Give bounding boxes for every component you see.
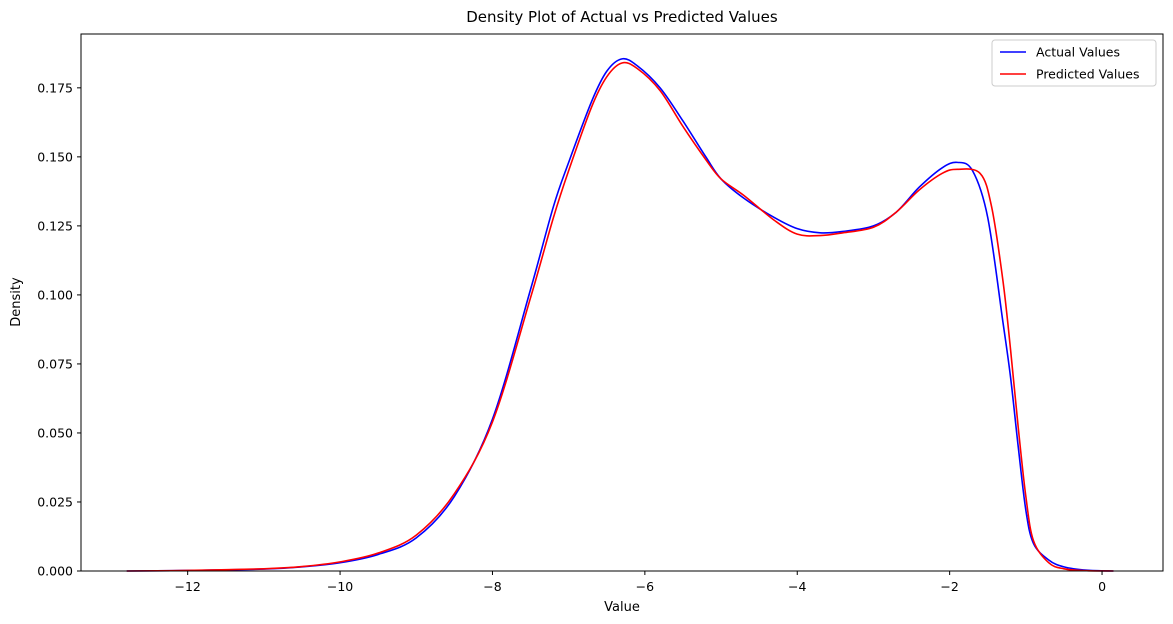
chart-title: Density Plot of Actual vs Predicted Valu… <box>466 8 778 26</box>
y-tick-label: 0.025 <box>37 494 73 509</box>
plot-frame <box>80 33 1164 572</box>
y-tick-label: 0.150 <box>37 149 73 164</box>
y-tick-label: 0.050 <box>37 425 73 440</box>
y-tick-label: 0.100 <box>37 287 73 302</box>
x-tick-label: −2 <box>940 579 958 594</box>
x-axis: −12 −10 −8 −6 −4 −2 0 <box>174 571 1106 594</box>
y-axis: 0.000 0.025 0.050 0.075 0.100 0.125 0.150 0.175 <box>37 80 81 579</box>
legend-label: Actual Values <box>1036 45 1120 60</box>
legend: Actual Values Predicted Values <box>991 39 1157 87</box>
x-tick-label: −4 <box>788 579 806 594</box>
x-axis-label: Value <box>604 600 640 615</box>
plot-area <box>126 57 1114 572</box>
legend-label: Predicted Values <box>1036 67 1140 82</box>
series-line-predicted <box>126 61 1114 572</box>
x-tick-label: −12 <box>174 579 200 594</box>
x-tick-label: −10 <box>327 579 353 594</box>
legend-box <box>991 39 1157 87</box>
y-tick-label: 0.075 <box>37 356 73 371</box>
series-line-actual <box>126 57 1114 572</box>
y-tick-label: 0.000 <box>37 564 73 579</box>
x-tick-label: −8 <box>483 579 501 594</box>
y-axis-label: Density <box>9 277 24 327</box>
x-tick-label: 0 <box>1098 579 1106 594</box>
x-tick-label: −6 <box>636 579 654 594</box>
y-tick-label: 0.125 <box>37 218 73 233</box>
y-tick-label: 0.175 <box>37 80 73 95</box>
